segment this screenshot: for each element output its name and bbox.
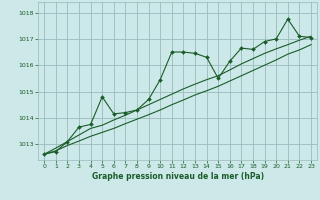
X-axis label: Graphe pression niveau de la mer (hPa): Graphe pression niveau de la mer (hPa) [92,172,264,181]
